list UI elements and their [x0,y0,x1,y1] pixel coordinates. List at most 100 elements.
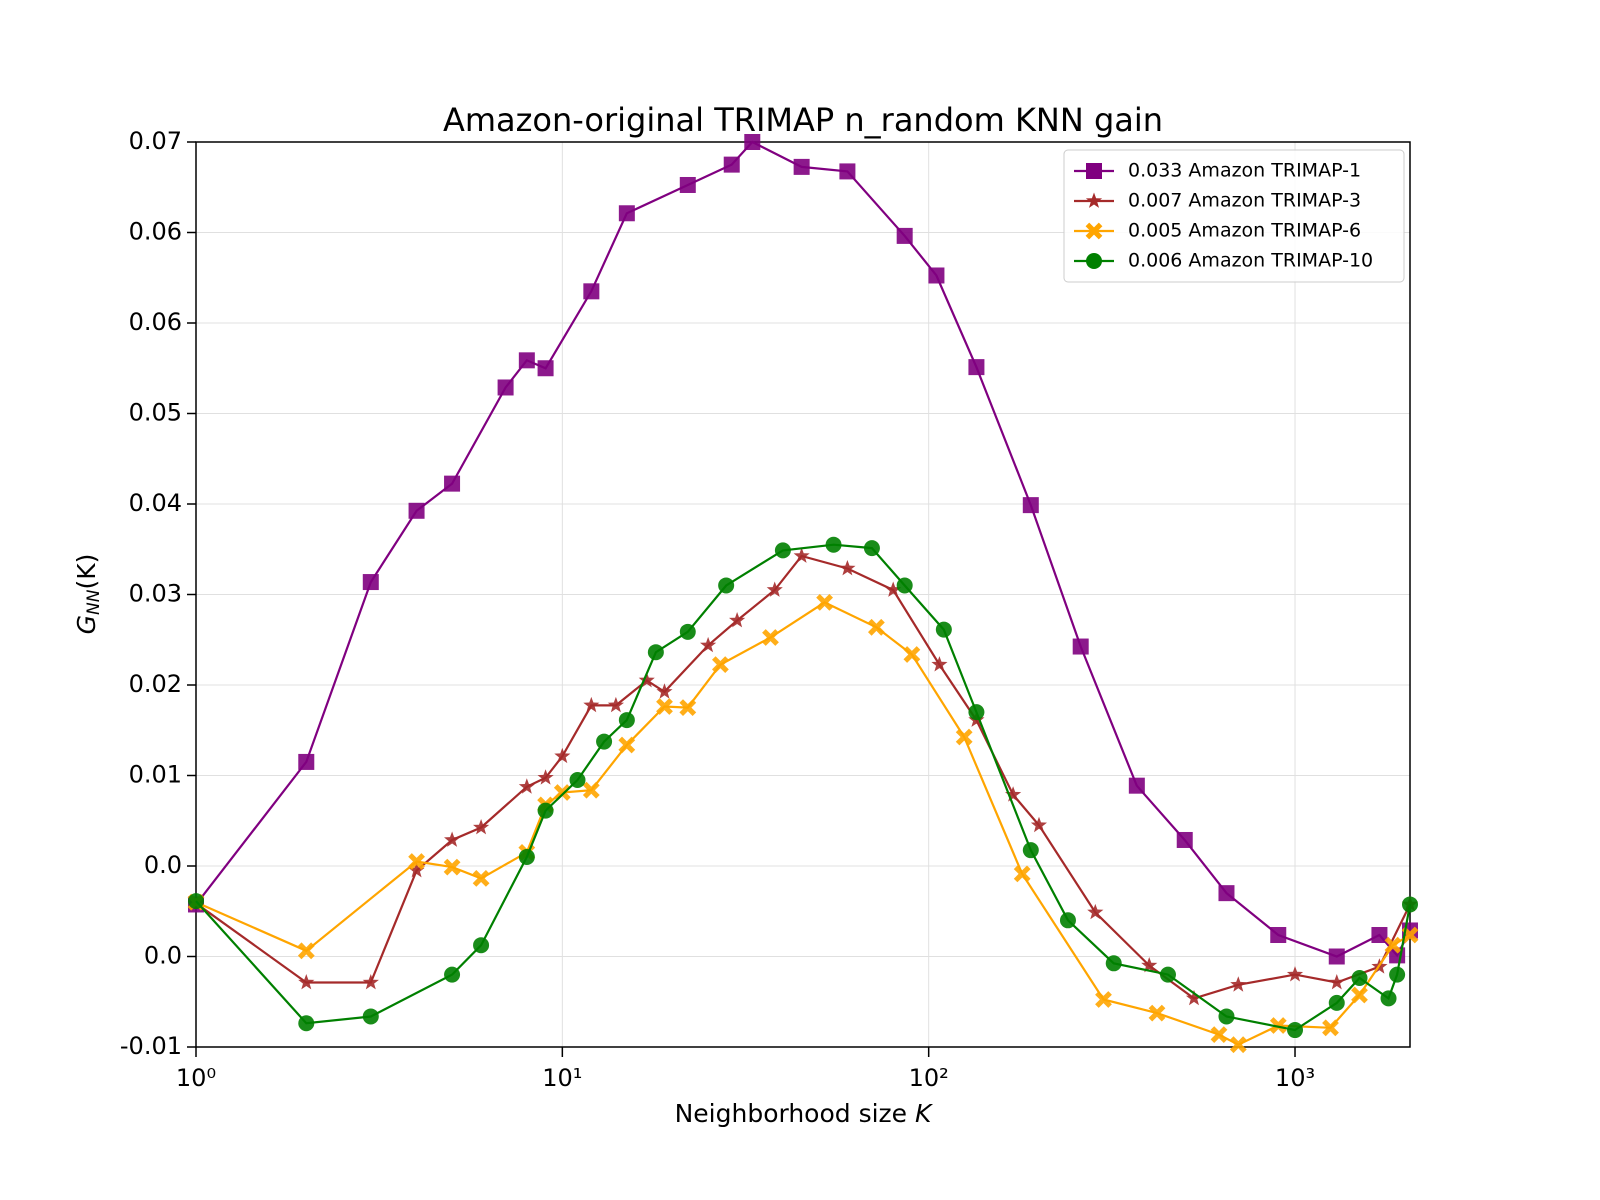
y-tick-label: 0.05 [129,399,182,427]
marker [362,1008,379,1025]
y-tick-label: 0.06 [129,218,182,246]
marker [298,1015,315,1032]
marker [408,853,425,870]
marker [1351,969,1368,986]
y-tick-label: 0.03 [129,580,182,608]
marker [1270,927,1287,944]
y-tick-label: 0.02 [129,670,182,698]
legend-box [1063,149,1405,283]
marker [1105,955,1122,972]
y-label-base: G [72,615,101,634]
marker [1022,842,1039,859]
marker [1286,966,1304,982]
marker [444,831,461,847]
marker [1229,1036,1247,1054]
marker [583,696,600,713]
marker [408,862,425,878]
marker [362,574,379,591]
marker [537,360,554,377]
marker [1322,1019,1339,1037]
x-tick-label: 10¹ [542,1064,582,1092]
marker [596,733,613,750]
x-axis-label: Neighborhood size K [675,1099,934,1128]
marker [1185,989,1203,1006]
legend-marker [1086,163,1102,179]
marker [1087,903,1104,920]
marker [744,134,761,150]
marker [793,547,810,563]
marker [903,646,921,663]
marker [362,974,379,990]
marker [537,769,554,785]
marker [885,581,902,597]
marker [863,540,880,557]
marker [537,802,554,819]
legend-label: 0.005 Amazon TRIMAP-6 [1128,220,1361,242]
marker [1210,1026,1228,1043]
marker [583,283,600,300]
marker [839,560,856,576]
marker [1380,990,1397,1007]
y-tick-label: 0.01 [129,761,182,789]
marker [297,942,315,960]
marker [1384,936,1402,954]
marker [896,577,913,594]
y-tick-label: -0.01 [120,1032,182,1060]
marker [473,819,490,835]
marker [935,621,952,638]
marker [1328,974,1345,990]
marker [968,704,985,721]
marker [188,893,204,910]
marker [1218,885,1235,902]
marker [1005,786,1022,802]
marker [408,502,425,519]
y-tick-label: 0.0 [144,851,182,879]
marker [1269,1017,1287,1034]
legend-label: 0.033 Amazon TRIMAP-1 [1128,160,1361,182]
y-tick-label: 0.04 [129,489,182,517]
marker [868,618,885,636]
marker [1218,1008,1235,1025]
marker [1371,927,1388,944]
plot-frame [195,141,1411,1048]
legend-label: 0.006 Amazon TRIMAP-10 [1128,250,1373,272]
marker [729,612,746,628]
legend-marker [1085,192,1103,208]
marker [968,359,985,376]
legend-marker [1086,253,1102,269]
marker [298,753,315,770]
marker [1013,865,1031,883]
marker [679,623,696,640]
marker [1022,497,1039,514]
marker [618,712,635,729]
marker [1128,777,1145,794]
marker [679,699,697,716]
x-tick-label: 10² [909,1064,949,1092]
marker [582,781,600,799]
marker [718,577,735,594]
series-line [195,140,1411,958]
marker [444,475,461,492]
marker [554,747,571,764]
x-tick-label: 10³ [1275,1064,1315,1092]
marker [928,267,945,284]
marker [1351,986,1368,1004]
marker [618,736,636,754]
marker [1141,957,1158,973]
marker [723,156,740,173]
marker [825,536,842,553]
marker [518,352,535,369]
marker [497,379,514,396]
y-tick-label: 0.06 [129,308,182,336]
marker [955,728,973,746]
marker [298,974,315,990]
marker [473,937,490,954]
marker [1176,831,1193,848]
marker [518,848,535,865]
marker [712,656,729,673]
marker [793,158,810,175]
y-label-sub: NN [84,589,104,615]
y-tick-label: 0.07 [129,127,182,155]
marker [647,644,664,661]
